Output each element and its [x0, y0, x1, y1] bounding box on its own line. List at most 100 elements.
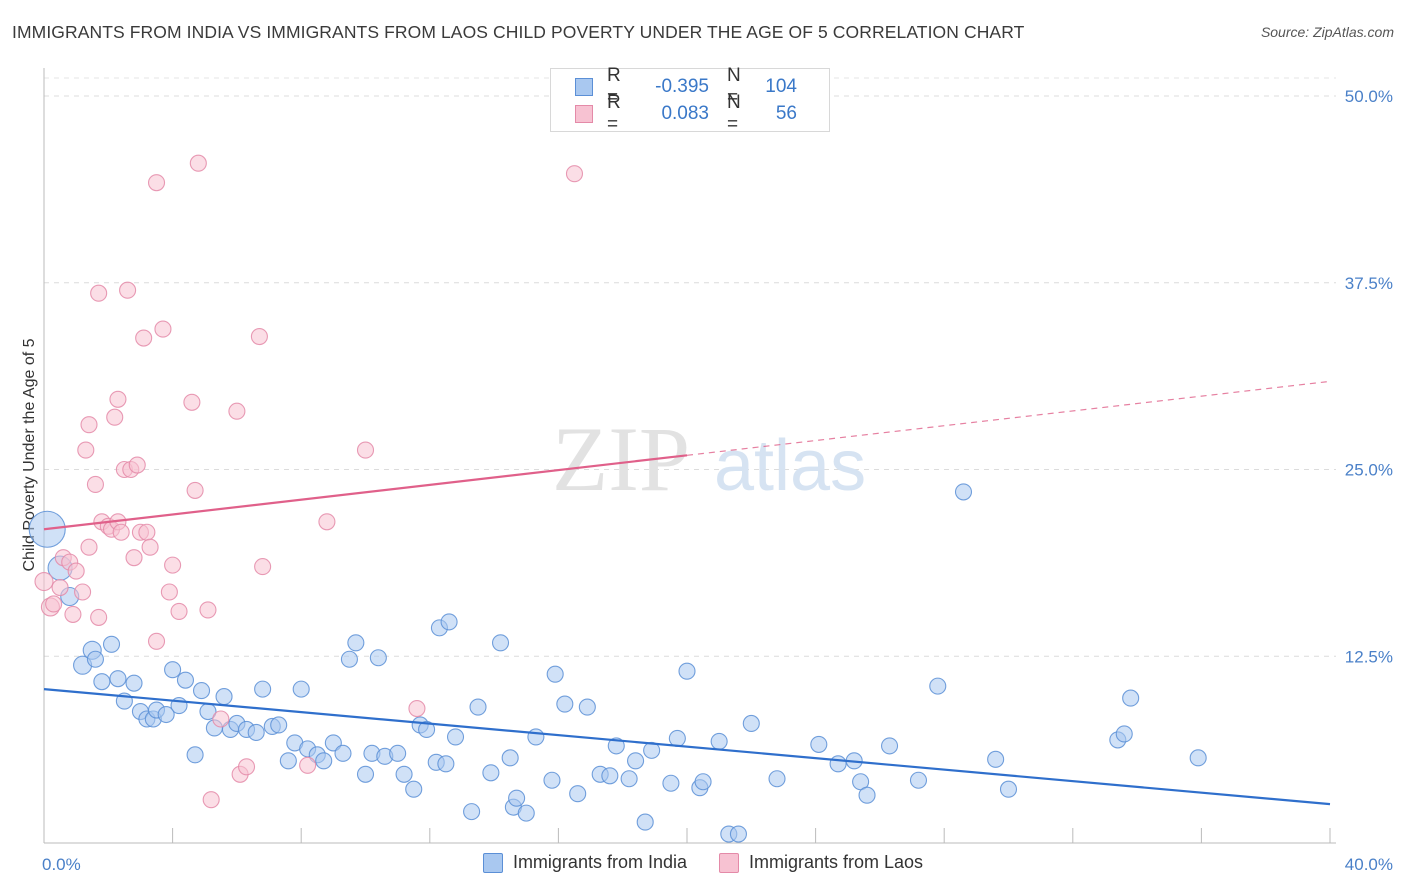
legend-n-label: N =	[727, 65, 741, 108]
data-point	[356, 441, 375, 459]
data-point	[138, 523, 156, 541]
data-point	[315, 752, 333, 770]
trend-line-laos-projection	[686, 380, 1331, 456]
source-label: Source: ZipAtlas.com	[1260, 24, 1394, 40]
data-point	[51, 578, 69, 597]
data-point	[80, 416, 98, 434]
data-point	[106, 408, 124, 426]
data-point	[768, 770, 786, 788]
data-point	[186, 481, 204, 499]
data-point	[141, 538, 159, 556]
data-point	[90, 284, 108, 302]
data-point	[742, 714, 760, 733]
data-point	[1115, 725, 1133, 743]
data-point	[389, 744, 407, 762]
data-point	[128, 456, 146, 474]
data-point	[164, 556, 182, 574]
data-point	[299, 756, 317, 774]
data-point	[125, 674, 143, 692]
x-tick-label: 40.0%	[1345, 855, 1393, 874]
y-tick-label: 50.0%	[1345, 87, 1393, 106]
data-point	[636, 813, 654, 831]
data-point	[324, 734, 342, 752]
data-point	[254, 680, 272, 698]
data-point	[578, 698, 596, 716]
trend-lines	[43, 380, 1331, 806]
data-point	[569, 785, 587, 803]
data-point	[250, 327, 268, 346]
data-point	[170, 602, 188, 620]
data-point	[446, 728, 465, 746]
data-point	[668, 729, 686, 747]
data-point	[858, 786, 876, 804]
chart-title: IMMIGRANTS FROM INDIA VS IMMIGRANTS FROM…	[12, 22, 1025, 42]
data-point	[212, 710, 230, 728]
data-point	[109, 670, 127, 688]
legend-row-india: R = -0.395 N = 104	[575, 65, 797, 108]
data-point	[627, 752, 645, 770]
data-point	[189, 154, 207, 172]
y-tick-label: 25.0%	[1345, 461, 1393, 480]
data-point	[157, 705, 175, 724]
data-point	[202, 791, 220, 809]
data-point	[556, 695, 574, 713]
watermark-zip: ZIP	[552, 408, 690, 510]
data-point	[86, 650, 104, 668]
data-point	[93, 673, 111, 691]
series-label-laos: Immigrants from Laos	[749, 852, 924, 872]
data-point	[176, 671, 195, 689]
data-point	[369, 649, 387, 667]
data-point	[482, 764, 500, 782]
data-point	[199, 601, 217, 619]
data-point	[347, 634, 365, 652]
data-point	[418, 720, 436, 739]
data-point	[147, 174, 166, 192]
series-label-india: Immigrants from India	[512, 852, 687, 872]
data-point	[247, 723, 265, 741]
data-point	[279, 752, 297, 770]
data-point	[318, 513, 336, 531]
watermark: ZIP atlas	[552, 408, 866, 510]
data-point	[880, 737, 899, 755]
series-legend-india: Immigrants from India	[482, 852, 687, 873]
series-swatch-india	[482, 852, 503, 873]
data-point	[86, 475, 104, 493]
data-point	[810, 735, 828, 753]
data-point	[543, 771, 561, 789]
legend-n-value: 56	[775, 103, 797, 124]
data-point	[154, 320, 172, 338]
axes	[43, 68, 1336, 844]
data-point	[565, 165, 584, 183]
data-point	[90, 608, 108, 626]
data-point	[729, 825, 747, 843]
legend-r-value: 0.083	[661, 103, 709, 124]
data-point	[74, 583, 92, 601]
data-point	[356, 765, 375, 783]
data-point	[463, 803, 481, 821]
india-points	[28, 483, 1207, 843]
data-point	[34, 571, 54, 592]
legend-swatch-laos	[575, 105, 593, 123]
correlation-legend: R = -0.395 N = 104 R = 0.083 N = 56	[550, 65, 830, 135]
legend-row-laos: R = 0.083 N = 56	[575, 92, 797, 135]
data-point	[254, 558, 272, 576]
grid-lines	[44, 77, 1336, 657]
data-point	[160, 583, 178, 601]
data-point	[395, 765, 413, 783]
legend-swatch-india	[575, 78, 593, 96]
data-point	[620, 770, 638, 788]
data-point	[164, 661, 182, 679]
data-points	[28, 154, 1207, 843]
data-point	[64, 605, 82, 623]
legend-r-value: -0.395	[655, 76, 709, 97]
y-axis-label: Child Poverty Under the Age of 5	[21, 338, 38, 571]
data-point	[109, 390, 127, 408]
legend-r-label: R =	[607, 92, 621, 135]
data-point	[508, 789, 526, 807]
data-point	[125, 549, 143, 567]
data-point	[710, 732, 728, 750]
trend-line-laos	[43, 454, 688, 531]
data-point	[1122, 689, 1140, 707]
legend-n-value: 104	[765, 76, 797, 97]
